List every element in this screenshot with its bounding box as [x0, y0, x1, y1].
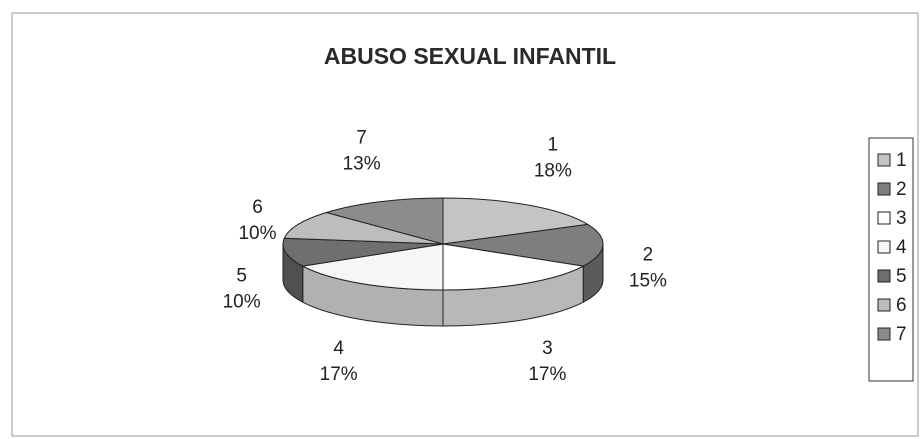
- slice-value-label: 10%: [223, 292, 261, 313]
- slice-label: 7: [356, 127, 367, 148]
- legend-swatch: [877, 211, 891, 225]
- legend-label: 5: [896, 266, 907, 287]
- slice-label: 6: [252, 197, 263, 218]
- legend-label: 7: [896, 324, 907, 345]
- slice: [283, 211, 444, 245]
- slice: [442, 197, 590, 245]
- slice: [442, 243, 585, 291]
- legend-swatch: [877, 269, 891, 283]
- slice: [324, 197, 444, 245]
- slice-value-label: 18%: [534, 161, 572, 182]
- legend-label: 1: [896, 150, 907, 171]
- legend-swatch: [877, 182, 891, 196]
- slice-value-label: 10%: [238, 223, 276, 244]
- slice: [301, 243, 444, 291]
- chart-title: ABUSO SEXUAL INFANTIL: [324, 43, 616, 69]
- slice-label: 4: [333, 338, 344, 359]
- legend-swatch: [877, 240, 891, 254]
- legend-label: 3: [896, 208, 907, 229]
- legend-swatch: [877, 153, 891, 167]
- legend-swatch: [877, 327, 891, 341]
- slice: [442, 223, 604, 267]
- legend-label: 4: [896, 237, 907, 258]
- slice-label: 5: [236, 266, 247, 287]
- slice-label: 3: [542, 338, 553, 359]
- slice-value-label: 17%: [528, 364, 566, 385]
- legend-box: [868, 137, 914, 382]
- slice-label: 1: [548, 135, 559, 156]
- legend-label: 6: [896, 295, 907, 316]
- slice-value-label: 17%: [320, 364, 358, 385]
- slice-value-label: 15%: [629, 270, 667, 291]
- legend-label: 2: [896, 179, 907, 200]
- slice-label: 2: [643, 244, 654, 265]
- slice-value-label: 13%: [343, 153, 381, 174]
- slice: [282, 237, 444, 267]
- legend-swatch: [877, 298, 891, 312]
